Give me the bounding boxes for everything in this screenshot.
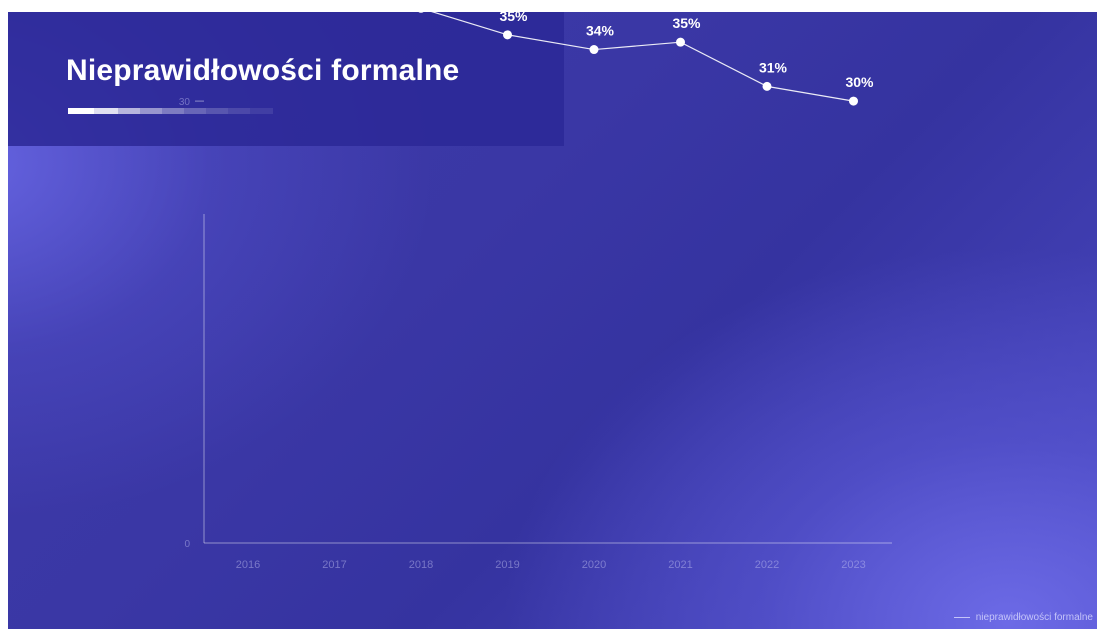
x-tick-label: 2019 <box>495 559 519 571</box>
data-label: 31% <box>759 59 788 75</box>
title-panel: Nieprawidłowości formalne <box>8 12 564 146</box>
x-tick-label: 2023 <box>841 559 865 571</box>
data-label: 35% <box>672 15 701 31</box>
data-point <box>676 37 685 47</box>
data-label: 30% <box>845 74 874 90</box>
page-title: Nieprawidłowości formalne <box>66 54 460 87</box>
x-tick-label: 2017 <box>322 559 346 571</box>
x-tick-label: 2016 <box>236 559 260 571</box>
slide: Nieprawidłowości formalne 03040201620172… <box>8 12 1097 629</box>
legend-label: nieprawidłowości formalne <box>975 612 1093 623</box>
x-tick-label: 2022 <box>755 559 779 571</box>
x-tick-label: 2020 <box>582 559 606 571</box>
line-chart: 030402016201720182019202020212022202342%… <box>179 12 892 571</box>
legend: nieprawidłowości formalne <box>953 612 1093 623</box>
data-label: 34% <box>586 23 615 39</box>
data-point <box>503 30 512 40</box>
y-tick-label: 30 <box>179 97 191 108</box>
data-point <box>589 45 599 55</box>
x-tick-label: 2021 <box>668 559 692 571</box>
data-point <box>849 96 858 106</box>
title-underline-bar <box>68 108 273 114</box>
x-tick-label: 2018 <box>409 559 433 571</box>
data-label: 35% <box>499 12 528 24</box>
y-tick-label: 0 <box>184 539 190 550</box>
data-point <box>762 81 772 91</box>
data-point <box>418 12 424 13</box>
legend-line-swatch <box>953 617 970 618</box>
series-line <box>431 12 854 102</box>
